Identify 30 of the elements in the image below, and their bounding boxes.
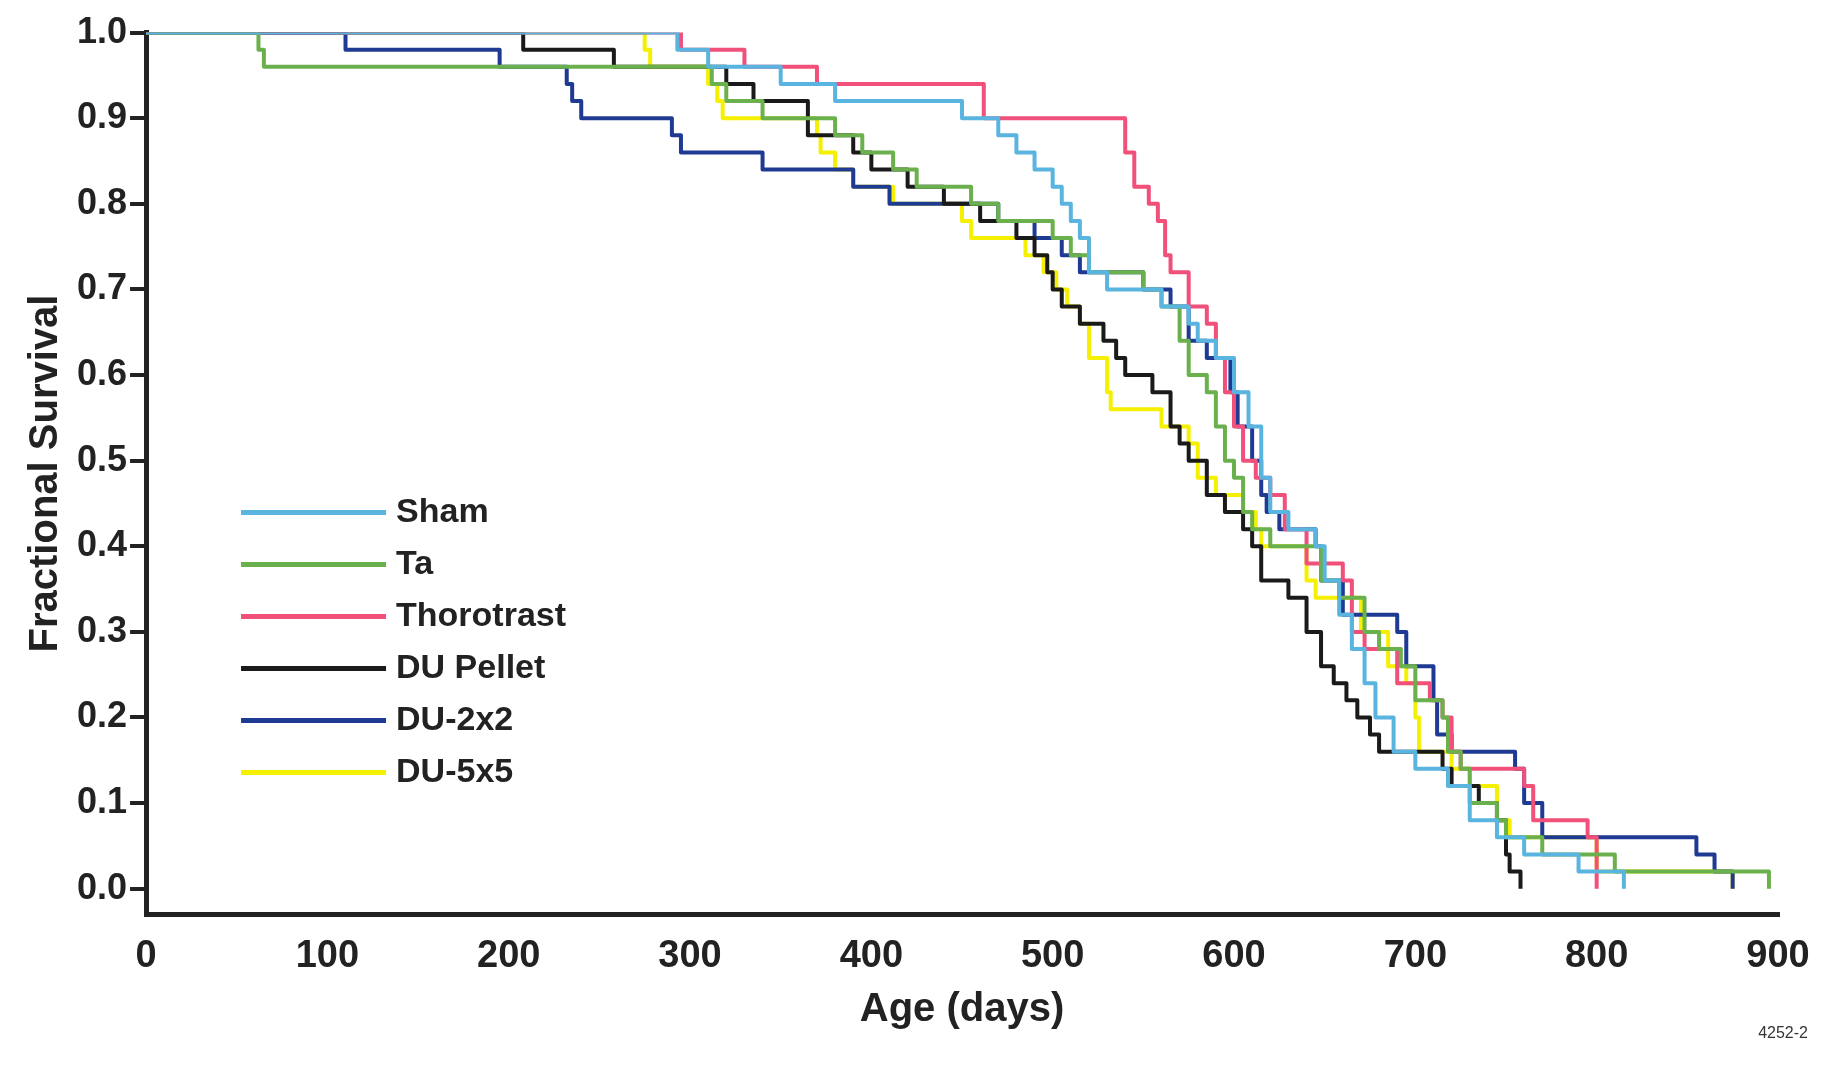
x-tick-label: 900 (1746, 932, 1810, 975)
x-tick-label: 700 (1383, 932, 1448, 975)
x-tick-label: 100 (295, 932, 360, 975)
y-tick-label: 0.2 (77, 694, 128, 736)
y-tick-label: 0.5 (77, 437, 128, 479)
legend-label: Ta (396, 542, 435, 581)
y-tick-label: 0.3 (77, 608, 128, 650)
x-tick-label: 600 (1202, 932, 1266, 975)
y-tick-label: 0.4 (77, 523, 128, 565)
x-tick-label: 800 (1564, 932, 1629, 975)
legend-label: DU-5x5 (396, 750, 514, 789)
y-tick-label: 0.7 (77, 266, 128, 308)
x-tick-label: 300 (658, 932, 722, 975)
text: 4252-2 (1758, 1024, 1809, 1042)
legend-label: Sham (396, 490, 489, 529)
legend-label: DU Pellet (396, 646, 546, 685)
legend-label: DU-2x2 (396, 698, 514, 737)
y-tick-label: 0.6 (77, 351, 128, 393)
x-tick-label: 0 (135, 932, 157, 975)
x-tick-label: 200 (477, 932, 541, 975)
legend-label: Thorotrast (396, 594, 567, 633)
y-tick-label: 1.0 (77, 9, 128, 51)
x-tick-label: 400 (839, 932, 904, 975)
y-axis-title: Fractional Survival (21, 294, 66, 653)
x-axis-title: Age (days) (859, 985, 1065, 1030)
x-tick-label: 500 (1020, 932, 1085, 975)
y-tick-label: 0.0 (77, 865, 128, 907)
y-tick-label: 0.1 (77, 780, 128, 822)
y-tick-label: 0.8 (77, 180, 128, 222)
y-tick-label: 0.9 (77, 95, 128, 137)
